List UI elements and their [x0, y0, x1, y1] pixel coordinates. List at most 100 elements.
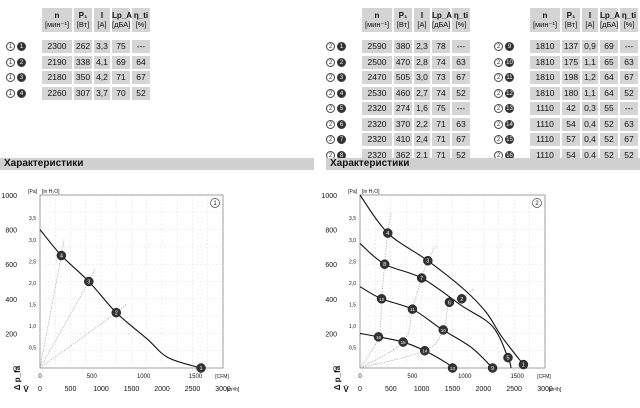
table-cell-i: 1,2	[582, 71, 598, 85]
table-cell-p: 350	[74, 71, 92, 85]
y-axis-label: Δ p_fa	[13, 365, 22, 390]
table-cell-i: 3,7	[94, 86, 110, 100]
x-tick-label-m3h: 3000	[537, 386, 553, 393]
section-band-right	[326, 158, 640, 170]
x-tick-label-cfm: 1000	[137, 374, 151, 380]
column-header: I [A]	[94, 8, 110, 32]
column-header: η_ti [%]	[452, 8, 470, 32]
operating-point-marker	[196, 363, 206, 373]
operating-point-label: 3	[426, 259, 429, 265]
column-header: P₁ [Вт]	[562, 8, 580, 32]
column-symbol: I	[588, 11, 592, 20]
y-tick-label-inh2o: 1,5	[349, 302, 356, 308]
x-tick-label-m3h: 2500	[506, 386, 522, 393]
operating-point-badge: 12	[505, 88, 514, 98]
curve-group-badge: 2	[494, 73, 503, 83]
table-cell-lp: 73	[432, 71, 450, 85]
operating-point-badge: 9	[505, 42, 514, 52]
operating-point-marker	[444, 297, 455, 308]
table-cell-p: 57	[562, 133, 580, 147]
y-tick-label-pa: 600	[325, 262, 337, 269]
x-axis-label: V̇	[23, 385, 29, 394]
operating-point-label: 13	[450, 366, 456, 371]
column-unit: [A]	[417, 20, 427, 29]
table-cell-eta: 64	[132, 55, 150, 69]
operating-point-marker	[84, 276, 94, 287]
table-cell-i: 2,3	[414, 40, 430, 54]
curve-group-badge: 2	[326, 73, 335, 83]
operating-point-label: 6	[448, 300, 451, 306]
row-id: 2 10	[494, 57, 530, 67]
table-cell-n: 1110	[530, 117, 560, 131]
table-cell-p: 410	[394, 133, 412, 147]
operating-point-label: 16	[376, 335, 382, 340]
x-tick-label-m3h: 500	[385, 386, 397, 393]
section-band-left	[0, 158, 314, 170]
y-tick-label-inh2o: 0,5	[29, 345, 36, 351]
corner-badge-label: 1	[213, 201, 217, 207]
column-unit: [мин⁻¹]	[364, 20, 390, 29]
table-cell-p: 54	[562, 117, 580, 131]
x-tick-label-cfm: 1000	[458, 374, 472, 380]
curve-group-badge: 2	[494, 135, 503, 145]
column-symbol: n	[54, 11, 60, 20]
operating-point-label: 10	[441, 328, 447, 333]
x-tick-label-cfm: 1500	[510, 374, 524, 380]
table-row: 2 5 2320 274 1,6 75 ---	[326, 102, 472, 116]
x-unit-m3h: [m³/h]	[549, 387, 562, 393]
table-cell-lp: 71	[112, 71, 130, 85]
operating-point-marker	[420, 345, 430, 356]
table-row: 2 14 1110 54 0,4 52 63	[494, 117, 640, 132]
y-tick-label-inh2o: 1,0	[29, 324, 36, 330]
column-unit: [Вт]	[76, 20, 90, 29]
column-header: n [мин⁻¹]	[530, 8, 560, 32]
table-row: 2 1 2590 380 2,3 78 ---	[326, 40, 472, 54]
table-cell-eta: 67	[132, 71, 150, 85]
table-cell-p: 460	[394, 86, 412, 100]
y-tick-label-pa: 0	[333, 366, 337, 373]
y-tick-label-inh2o: 3,0	[29, 238, 36, 244]
table-cell-lp: 75	[432, 102, 450, 116]
table-cell-i: 2,8	[414, 55, 430, 69]
column-symbol: n	[542, 11, 548, 20]
efficiency-line	[39, 304, 126, 369]
table-cell-lp: 71	[432, 117, 450, 131]
operating-point-badge: 4	[337, 88, 346, 98]
x-tick-label-cfm: 500	[87, 374, 98, 380]
y-tick-label-pa: 0	[13, 366, 17, 373]
operating-point-label: 11	[410, 307, 415, 312]
operating-point-marker	[407, 304, 418, 314]
table-cell-eta: ---	[132, 40, 150, 54]
operating-point-label: 1	[522, 363, 525, 369]
column-unit: [%]	[455, 20, 467, 29]
table-mid: n [мин⁻¹] P₁ [Вт] I [A] Lp_A [дБА] η_ti [%] 2 1 259…	[326, 8, 472, 164]
operating-point-badge: 13	[505, 104, 514, 114]
table-cell-n: 2320	[362, 117, 392, 131]
table-cell-p: 505	[394, 71, 412, 85]
operating-point-badge: 11	[505, 73, 514, 83]
column-header: n [мин⁻¹]	[362, 8, 392, 32]
operating-point-badge: 2	[337, 57, 346, 67]
table-cell-lp: 74	[432, 86, 450, 100]
table-cell-lp: 55	[600, 102, 618, 116]
y-tick-label-inh2o: 1,0	[349, 324, 356, 330]
table-cell-i: 0,9	[582, 40, 598, 54]
table-cell-n: 2530	[362, 86, 392, 100]
table-cell-eta: 67	[620, 133, 638, 147]
section-title-right: Характеристики	[330, 158, 410, 169]
table-cell-n: 2590	[362, 40, 392, 54]
column-symbol: P₁	[566, 11, 576, 20]
x-tick-label-cfm: 500	[407, 374, 418, 380]
table-row: 2 7 2320 410 2,4 71 67	[326, 133, 472, 147]
row-id: 2 11	[494, 73, 530, 83]
operating-point-label: 2	[460, 297, 463, 303]
column-symbol: P₁	[78, 11, 88, 20]
y-tick-label-pa: 200	[325, 331, 337, 338]
column-symbol: n	[374, 11, 380, 20]
x-tick-label-m3h: 3000	[215, 386, 231, 393]
operating-point-label: 7	[420, 276, 423, 282]
operating-point-badge: 5	[337, 104, 346, 114]
y-inch-unit-label: [in H₂O]	[362, 189, 380, 195]
